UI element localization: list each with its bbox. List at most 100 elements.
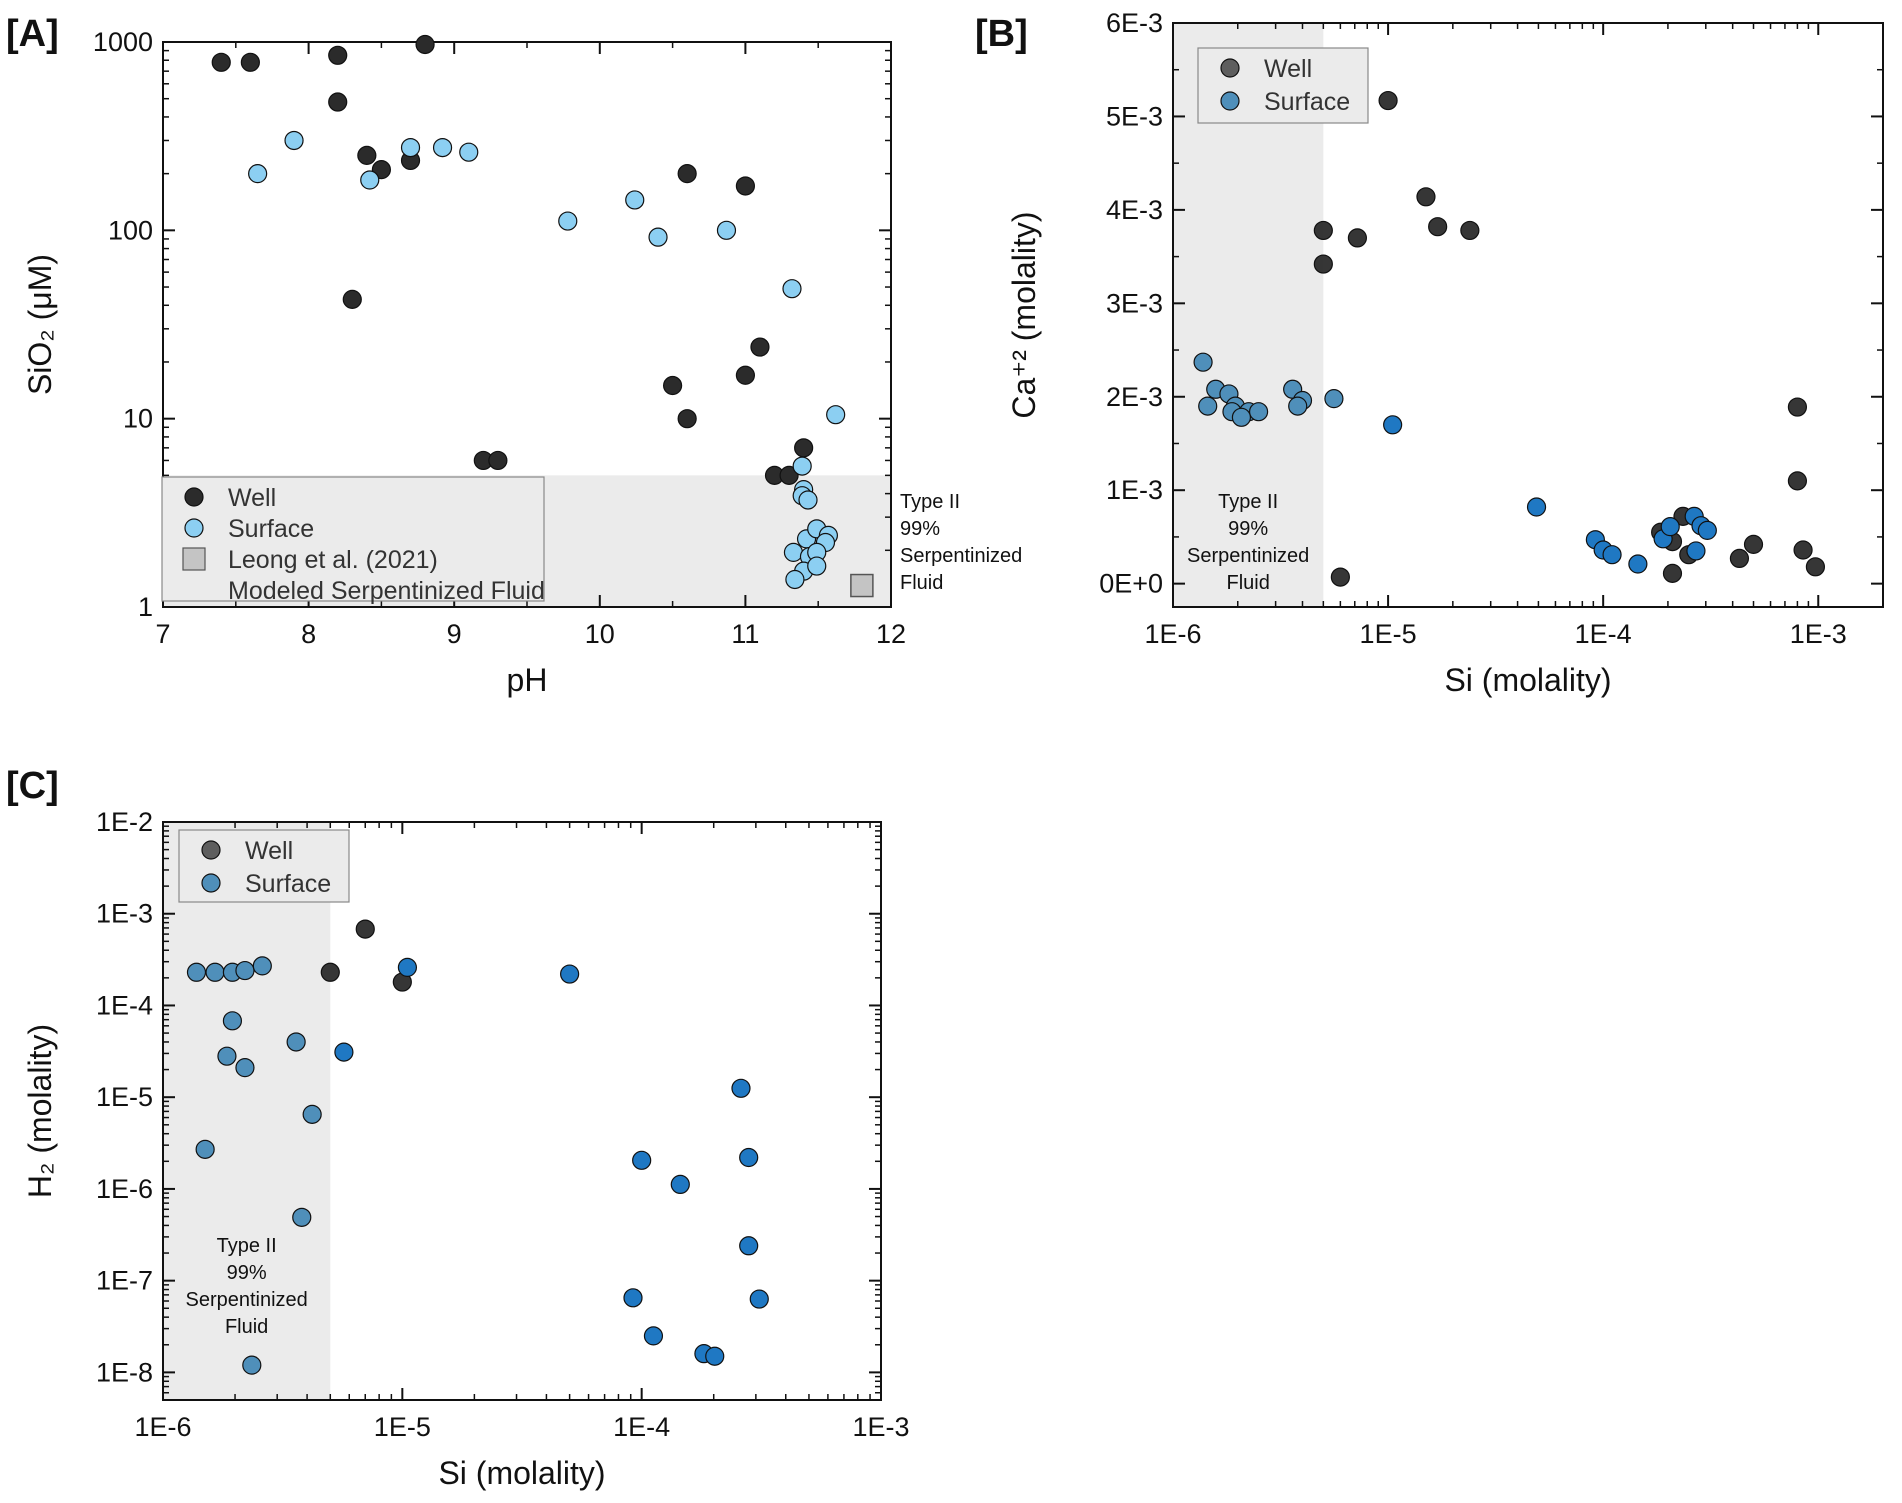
x-tick-label: 8: [301, 619, 316, 649]
legend-label: Surface: [228, 515, 314, 543]
panel-a: Type II 99% Serpentinized Fluid 7 8 9 10 11 12 1 10…: [6, 13, 1022, 698]
data-point: [558, 211, 578, 231]
panel-c: Type II 99% Serpentinized Fluid 1E-6 1E-5 1E-4…: [6, 765, 910, 1491]
x-axis-title: pH: [507, 662, 548, 698]
data-point: [235, 960, 255, 981]
legend-box: [161, 476, 545, 602]
x-tick-label: 11: [731, 619, 759, 649]
y-axis-title: SiO₂ (μM): [22, 254, 58, 395]
y-tick-label: 3E-3: [1106, 288, 1163, 318]
data-point: [357, 145, 377, 165]
data-point: [750, 337, 770, 357]
data-point: [1330, 567, 1350, 587]
data-point: [222, 1011, 243, 1031]
shade-label-line: Serpentinized: [185, 1289, 307, 1311]
data-point: [779, 465, 799, 485]
legend-label: Surface: [1264, 88, 1350, 116]
data-point: [670, 1174, 690, 1195]
data-point: [432, 137, 453, 158]
data-point: [355, 919, 375, 939]
data-point: [1787, 397, 1808, 417]
y-tick-label: 5E-3: [1106, 101, 1163, 131]
data-point: [342, 289, 362, 309]
x-tick-label: 1E-3: [1790, 619, 1847, 649]
y-tick-label: 10: [123, 404, 153, 434]
y-tick-label: 4E-3: [1106, 195, 1163, 225]
shade-label-line: Serpentinized: [900, 545, 1022, 567]
x-tick-label: 1E-5: [374, 1412, 431, 1442]
data-point: [785, 569, 805, 590]
y-axis-title: H₂ (molality): [22, 1024, 58, 1198]
y-tick-label: 1E-5: [96, 1082, 153, 1112]
shade-label-line: Fluid: [225, 1316, 268, 1338]
data-point: [1248, 402, 1269, 422]
data-point: [731, 1078, 751, 1098]
data-point: [488, 450, 508, 471]
data-point: [735, 365, 756, 385]
data-point-square: [850, 573, 874, 598]
legend-marker: [1220, 91, 1240, 111]
data-point: [1193, 352, 1213, 372]
serpentinized-fluid-region: [163, 822, 331, 1400]
data-point: [400, 137, 421, 158]
data-point: [328, 92, 348, 112]
legend-label: Well: [228, 484, 276, 512]
shade-label-line: Serpentinized: [1187, 545, 1309, 567]
shade-label-line: 99%: [1228, 518, 1268, 540]
data-point: [749, 1289, 769, 1309]
data-point: [798, 490, 818, 510]
data-point: [328, 45, 348, 65]
data-point: [205, 962, 225, 982]
data-point: [320, 962, 340, 982]
y-tick-label: 6E-3: [1106, 8, 1163, 38]
shade-label-line: 99%: [227, 1262, 267, 1284]
data-point: [1378, 90, 1398, 111]
data-point: [792, 456, 812, 476]
data-point: [662, 375, 683, 396]
data-point: [1526, 497, 1547, 517]
data-point: [632, 1150, 652, 1170]
data-point: [1686, 541, 1706, 561]
data-point: [1787, 471, 1808, 491]
legend-label: Surface: [245, 870, 331, 898]
x-tick-label: 9: [447, 619, 462, 649]
legend-marker: [1220, 58, 1240, 78]
data-point: [705, 1346, 725, 1366]
x-tick-label: 1E-6: [134, 1412, 191, 1442]
data-point: [623, 1288, 643, 1308]
legend-marker: [184, 487, 204, 507]
data-point: [677, 164, 697, 184]
data-point: [415, 34, 435, 55]
shade-label-line: Type II: [900, 491, 960, 513]
data-point: [302, 1104, 322, 1124]
x-tick-label: 1E-4: [1575, 619, 1632, 649]
data-point: [292, 1207, 312, 1227]
data-point: [1628, 554, 1648, 574]
data-point: [807, 556, 827, 576]
data-point: [739, 1147, 759, 1168]
data-point: [735, 176, 756, 196]
data-point: [1313, 254, 1333, 274]
data-point: [1743, 534, 1764, 554]
data-point: [1460, 220, 1480, 241]
data-point: [1793, 540, 1813, 560]
data-point: [1347, 228, 1367, 248]
y-tick-label: 1E-3: [96, 899, 153, 929]
data-point: [235, 1058, 255, 1078]
data-point: [1383, 415, 1403, 435]
data-point: [1198, 396, 1218, 416]
data-point: [284, 130, 304, 151]
legend-marker: [201, 873, 221, 893]
data-point: [794, 438, 814, 458]
shade-label-line: Fluid: [1226, 572, 1269, 594]
data-point: [211, 52, 231, 72]
data-point: [1602, 545, 1622, 565]
y-tick-label: 1E-4: [96, 990, 153, 1020]
data-point: [783, 542, 804, 562]
legend-box: [178, 829, 350, 903]
data-point: [1288, 396, 1308, 416]
x-tick-label: 10: [585, 619, 615, 649]
y-tick-label: 2E-3: [1106, 382, 1163, 412]
data-point: [334, 1042, 354, 1062]
